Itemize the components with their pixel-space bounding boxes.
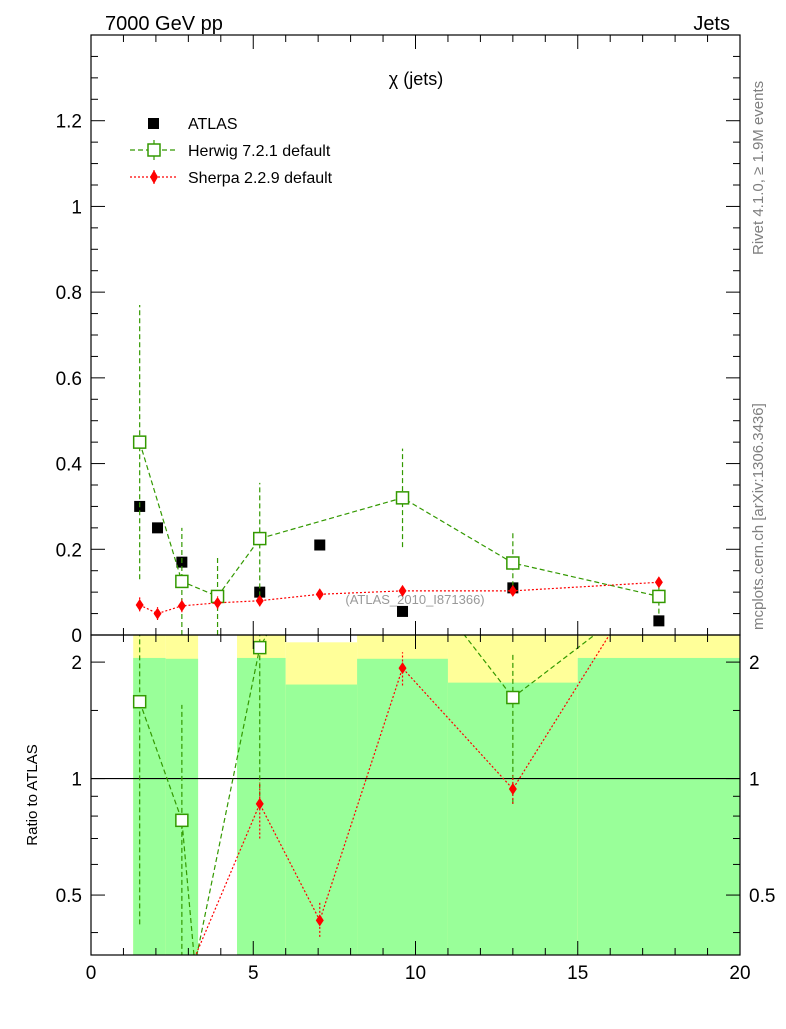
main-point-herwig bbox=[652, 589, 666, 604]
main-point-data bbox=[152, 522, 164, 534]
ratio-series-layer bbox=[132, 635, 611, 955]
ratio-point-sherpa bbox=[255, 797, 264, 810]
ratio-point-sherpa bbox=[315, 914, 324, 927]
ratio-point-herwig bbox=[132, 694, 147, 709]
x-tick-label: 0 bbox=[86, 963, 97, 984]
header-category-label: Jets bbox=[693, 13, 730, 35]
legend-label-herwig: Herwig 7.2.1 default bbox=[188, 143, 331, 160]
ratio-point-sherpa bbox=[508, 782, 517, 795]
main-series-layer bbox=[132, 305, 666, 635]
x-tick-label: 20 bbox=[729, 963, 750, 984]
header-energy-label: 7000 GeV pp bbox=[105, 13, 223, 35]
main-point-sherpa bbox=[315, 588, 324, 601]
x-tick-label: 15 bbox=[567, 963, 588, 984]
ratio-ylabel: Ratio to ATLAS bbox=[24, 744, 41, 845]
ratio-band-stat bbox=[285, 684, 358, 955]
ratio-band-stat bbox=[577, 657, 740, 955]
main-point-sherpa bbox=[255, 594, 264, 607]
y-tick-label: 0.4 bbox=[56, 455, 83, 476]
legend-marker-herwig bbox=[147, 143, 161, 157]
ratio-point-herwig bbox=[175, 813, 189, 828]
legend-marker-atlas bbox=[148, 118, 159, 129]
ratio-line-sherpa bbox=[195, 635, 611, 955]
ratio-y-tick-label-right: 1 bbox=[749, 770, 760, 791]
main-point-sherpa bbox=[177, 599, 186, 612]
main-line-sherpa bbox=[139, 581, 659, 615]
axes-layer: 0 5 10 15 20 0 0.2 0.4 0.6 0.8 1 1.2 0.5 0.5 1 1 2 2 bbox=[56, 34, 775, 984]
legend-label-atlas: ATLAS bbox=[188, 116, 238, 133]
plot-title: χ (jets) bbox=[389, 69, 443, 89]
x-tick-label: 10 bbox=[405, 963, 426, 984]
ratio-y-tick-label: 1 bbox=[71, 770, 82, 791]
y-tick-label: 0.8 bbox=[56, 283, 82, 304]
ratio-point-herwig bbox=[506, 690, 520, 705]
plot-watermark: (ATLAS_2010_I871366) bbox=[345, 592, 484, 607]
legend-label-sherpa: Sherpa 2.2.9 default bbox=[188, 170, 333, 187]
main-point-herwig bbox=[395, 491, 410, 505]
main-point-data bbox=[397, 605, 409, 617]
main-point-sherpa bbox=[654, 576, 663, 589]
rivet-version-label: Rivet 4.1.0, ≥ 1.9M events bbox=[750, 81, 767, 255]
ratio-uncertainty-bands bbox=[133, 635, 740, 955]
ratio-y-tick-label: 0.5 bbox=[56, 886, 82, 907]
mcplots-url-label: mcplots.cern.ch [arXiv:1306.3436] bbox=[750, 403, 767, 630]
main-line-herwig bbox=[139, 441, 660, 598]
y-tick-label: 0.2 bbox=[56, 540, 82, 561]
main-point-sherpa bbox=[398, 584, 407, 597]
main-point-herwig bbox=[506, 556, 520, 570]
ratio-y-tick-label-right: 2 bbox=[749, 653, 760, 674]
ratio-point-sherpa bbox=[398, 662, 407, 675]
ratio-point-herwig bbox=[252, 640, 267, 655]
main-point-sherpa bbox=[508, 584, 517, 597]
legend: ATLAS Herwig 7.2.1 default Sherpa 2.2.9 … bbox=[130, 116, 333, 187]
legend-marker-sherpa bbox=[150, 170, 158, 184]
main-point-herwig bbox=[175, 574, 189, 589]
main-point-sherpa bbox=[153, 607, 162, 620]
y-tick-label: 1.2 bbox=[56, 112, 82, 133]
ratio-band-stat bbox=[357, 658, 448, 955]
y-tick-label: 0.6 bbox=[56, 369, 82, 390]
ratio-y-tick-label: 2 bbox=[71, 653, 82, 674]
x-tick-label: 5 bbox=[248, 963, 259, 984]
main-point-data bbox=[653, 615, 665, 627]
ratio-y-tick-label-right: 0.5 bbox=[749, 886, 775, 907]
y-tick-label: 0 bbox=[71, 626, 82, 647]
main-point-sherpa bbox=[213, 596, 222, 609]
main-point-sherpa bbox=[135, 599, 144, 611]
ratio-band-stat bbox=[165, 658, 199, 955]
main-point-herwig bbox=[132, 435, 147, 449]
main-point-herwig bbox=[252, 531, 267, 546]
main-point-data bbox=[314, 539, 326, 551]
y-tick-label: 1 bbox=[71, 197, 82, 218]
